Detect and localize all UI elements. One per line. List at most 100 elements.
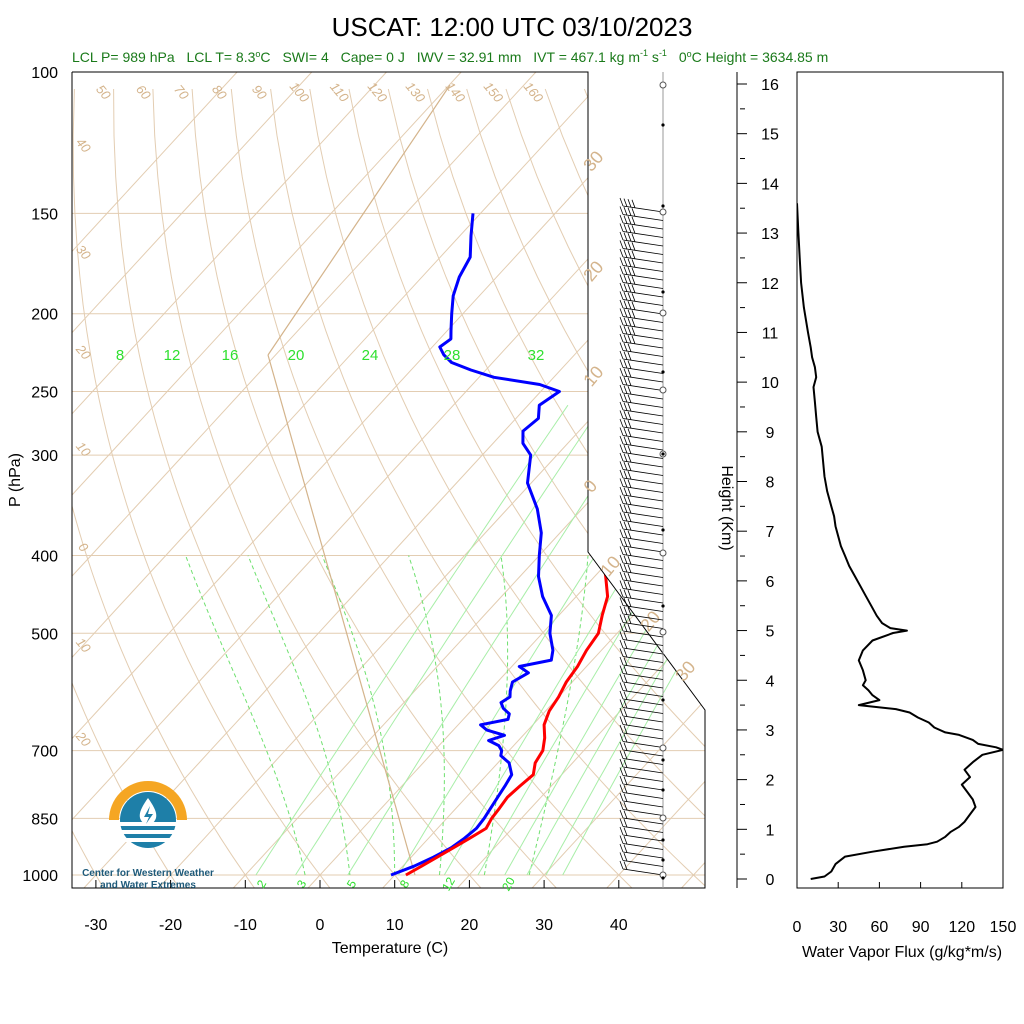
wind-barb-feather [619,512,624,521]
wind-barb-feather [619,843,624,853]
wind-barb-feather [619,588,624,598]
wind-barb-feather [627,428,632,437]
wind-barb-feather [627,386,632,395]
wind-barb-feather [623,283,628,292]
wind-barb-feather [627,411,632,420]
wind-barb-feather [619,597,624,606]
flux-tick-label: 150 [990,919,1017,936]
level-dot [661,876,665,880]
wind-barb-feather [631,276,636,285]
wind-barb-feather [631,284,636,293]
temp-tick-label: 10 [386,917,404,934]
wind-barb-staff [622,724,664,731]
mixing-ratio-line [295,404,603,876]
wind-barb-feather [627,292,632,301]
parcel-line [267,354,416,876]
wind-barb-feather [623,334,628,343]
wind-barb-staff [622,639,664,646]
temp-tick-label: 20 [461,917,479,934]
dry-adiabat-line [623,88,705,888]
mixing-ratio-line [562,404,705,876]
pressure-tick-label: 1000 [22,868,58,885]
wind-barb-staff [622,520,664,527]
stat-swi: SWI= 4 [282,49,329,65]
wind-barb-feather [619,537,624,547]
wind-barb-feather [619,673,624,683]
wind-barb-feather [623,648,628,658]
isotherm-line [753,72,1024,892]
logo-wave-3 [124,838,172,842]
dry-adiabat-label: 110 [327,79,352,105]
cw3e-logo: Center for Western Weather and Water Ext… [82,781,214,891]
wind-barb-staff [622,205,664,213]
wind-barb-feather [623,266,628,275]
wind-barb-feather [623,512,628,522]
height-tick-label: 6 [766,574,775,591]
wind-barb-feather [619,257,624,266]
mixing-ratio-line [347,404,648,876]
wind-barb-feather [619,682,624,691]
wind-barb-feather [619,282,624,292]
chart-title: USCAT: 12:00 UTC 03/10/2023 [332,12,693,42]
wind-barb-staff [622,358,664,366]
level-dot [661,698,665,702]
wind-barb-staff [622,239,664,247]
mixing-ratio-line [526,404,705,876]
wind-barb-staff [622,477,664,485]
wind-barb-feather [627,462,632,471]
stat-ivt-s: s [648,49,659,65]
flux-tick-label: 90 [912,919,930,936]
calm-wind-circle [659,744,667,752]
wind-barb-feather [623,300,628,309]
wind-barb-feather [627,241,632,250]
wind-barb-staff [622,707,664,714]
wind-barb-staff [622,834,664,842]
wind-barb-staff [622,426,664,434]
stat-lcl-p: LCL P= 989 hPa [72,49,175,65]
wind-barb-feather [627,216,632,225]
wind-barb-feather [623,716,628,726]
dry-adiabat-line [701,88,705,888]
wind-barb-feather [623,776,628,785]
wind-barb-staff [622,418,664,425]
wind-barb-staff [622,545,664,553]
wind-barb-staff [622,588,664,595]
wind-barb-staff [622,265,664,272]
calm-wind-circle [659,81,667,89]
wind-barb-staff [622,222,664,230]
wind-barb-feather [623,861,628,870]
wind-barb-feather [623,784,628,794]
wind-barb-feather [631,199,636,208]
wind-barb-feather [627,607,632,616]
wind-barb-feather [619,605,624,615]
wind-barb-staff [622,741,664,748]
wind-barb-feather [623,198,628,207]
dry-adiabat-label: 90 [249,82,270,103]
wind-barb-staff [622,554,664,561]
wind-barb-feather [627,522,632,531]
wind-barb-staff [622,664,664,672]
pressure-tick-label: 300 [31,448,58,465]
pressure-tick-label: 850 [31,811,58,828]
dry-adiabat-line [270,88,705,888]
wind-barb-feather [623,750,628,760]
dry-adiabat-label: 100 [287,79,313,106]
isotherm-line [72,72,611,888]
wind-barb-feather [623,257,628,267]
wind-barb-feather [623,725,628,734]
pressure-tick-label: 150 [31,206,58,223]
wind-barb-feather [627,539,632,548]
stat-lcl-t-unit: C [260,49,270,65]
wind-barb-feather [623,495,628,505]
wind-barb-feather [623,708,628,717]
wind-barb-feather [623,444,628,454]
wind-barb-feather [623,410,628,420]
wind-barb-feather [623,631,628,641]
wind-barb-feather [623,597,628,607]
wind-barb-feather [619,690,624,700]
calm-wind-circle [659,208,667,216]
wind-barb-feather [627,224,632,233]
wind-barb-feather [623,529,628,539]
wind-barb-feather [619,639,624,649]
wind-barb-staff [622,435,664,442]
